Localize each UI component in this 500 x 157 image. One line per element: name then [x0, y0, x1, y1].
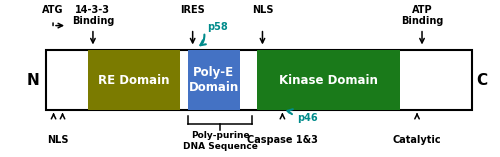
Text: Poly-purine
DNA Sequence: Poly-purine DNA Sequence — [182, 131, 258, 151]
Text: Kinase Domain: Kinase Domain — [279, 73, 378, 87]
Text: Caspase 1&3: Caspase 1&3 — [247, 135, 318, 145]
Text: Poly-E
Domain: Poly-E Domain — [188, 66, 239, 94]
Text: ATG: ATG — [42, 5, 64, 15]
Text: IRES: IRES — [180, 5, 205, 15]
Bar — [46, 50, 472, 110]
Text: C: C — [476, 73, 488, 87]
Text: p46: p46 — [298, 113, 318, 123]
Text: Catalytic: Catalytic — [392, 135, 442, 145]
Text: NLS: NLS — [48, 135, 69, 145]
Text: RE Domain: RE Domain — [98, 73, 170, 87]
Text: p58: p58 — [208, 22, 229, 32]
Text: NLS: NLS — [252, 5, 273, 15]
Text: 14-3-3
Binding: 14-3-3 Binding — [72, 5, 114, 26]
Text: N: N — [26, 73, 40, 87]
Bar — [188, 50, 240, 110]
Bar — [88, 50, 180, 110]
Bar — [258, 50, 400, 110]
Text: ATP
Binding: ATP Binding — [401, 5, 443, 26]
